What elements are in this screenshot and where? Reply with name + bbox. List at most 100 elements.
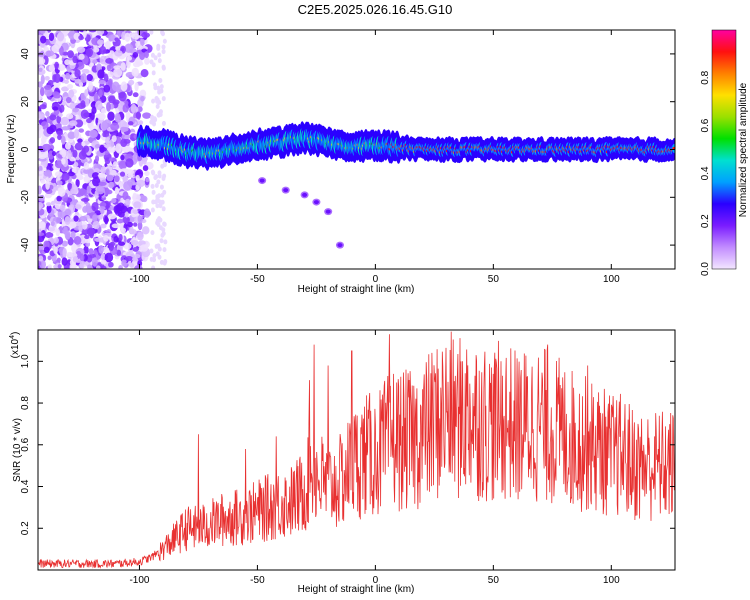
- heatmap-cell: [133, 201, 142, 209]
- heatmap-cell: [130, 103, 137, 114]
- heatmap-cell: [104, 189, 113, 195]
- heatmap-cell: [74, 78, 82, 84]
- heatmap-cell: [313, 200, 319, 205]
- heatmap-cell: [136, 179, 145, 188]
- heatmap-cell: [47, 79, 54, 86]
- heatmap-x-axis-label: Height of straight line (km): [298, 284, 415, 295]
- snr-x-tick-label: -50: [250, 575, 265, 586]
- heatmap-cell: [159, 259, 164, 265]
- heatmap-cell: [137, 221, 143, 231]
- heatmap-cell: [123, 138, 131, 144]
- heatmap-cell: [92, 59, 98, 64]
- heatmap-cell: [101, 120, 108, 131]
- heatmap-cell: [54, 61, 59, 70]
- heatmap-cell: [118, 91, 127, 102]
- heatmap-cell: [61, 172, 70, 181]
- heatmap-cell: [129, 263, 135, 268]
- snr-y-ticks: 0.2 0.4 0.6 0.8 1.0: [20, 354, 675, 535]
- heatmap-cell: [38, 170, 44, 180]
- heatmap-cell: [157, 173, 162, 179]
- heatmap-cell: [91, 106, 97, 115]
- heatmap-cell: [161, 227, 166, 233]
- heatmap-cell: [67, 221, 77, 229]
- heatmap-cell: [40, 74, 45, 85]
- heatmap-cell: [120, 154, 125, 161]
- heatmap-cell: [61, 86, 69, 92]
- heatmap-cell: [80, 109, 89, 120]
- snr-y-multiplier: (x104): [9, 332, 21, 359]
- heatmap-cell: [100, 223, 107, 229]
- heatmap-cell: [259, 178, 265, 183]
- heatmap-cell: [108, 50, 115, 59]
- heatmap-cell: [57, 187, 66, 197]
- snr-x-tick-label: -100: [129, 575, 149, 586]
- heatmap-cell: [108, 157, 117, 162]
- heatmap-cell: [137, 260, 143, 267]
- heatmap-cell: [44, 84, 52, 91]
- heatmap-cell: [97, 69, 105, 80]
- heatmap-cell: [111, 81, 120, 92]
- heatmap-cell: [117, 211, 125, 218]
- heatmap-cell: [72, 107, 80, 113]
- heatmap-cell: [123, 181, 132, 191]
- heatmap-cell: [45, 111, 50, 117]
- heatmap-cell: [122, 146, 131, 153]
- heatmap-cell: [118, 160, 128, 170]
- heatmap-cell: [51, 91, 60, 96]
- heatmap-cell: [99, 147, 107, 152]
- heatmap-cell: [87, 264, 93, 269]
- heatmap-cell: [158, 203, 163, 209]
- heatmap-cell: [151, 199, 156, 205]
- heatmap-cell: [161, 44, 166, 50]
- heatmap-cell: [92, 220, 100, 230]
- heatmap-cell: [99, 55, 108, 65]
- heatmap-cell: [57, 32, 65, 42]
- heatmap-cell: [72, 256, 79, 263]
- heatmap-cell: [143, 208, 151, 218]
- heatmap-cell: [103, 73, 109, 83]
- heatmap-cell: [76, 61, 85, 70]
- heatmap-cell: [152, 253, 157, 259]
- snr-x-ticks: -100 -50 0 50 100: [129, 330, 620, 586]
- heatmap-cell: [67, 182, 72, 190]
- heatmap-cell: [73, 236, 82, 245]
- heatmap-cell: [105, 136, 111, 145]
- heatmap-cell: [156, 179, 161, 185]
- heatmap-cell: [132, 61, 141, 68]
- heatmap-cell: [74, 119, 84, 128]
- heatmap-cell: [79, 261, 85, 269]
- heatmap-cell: [144, 51, 149, 59]
- heatmap-cell: [98, 181, 107, 186]
- heatmap-cell: [61, 157, 66, 165]
- heatmap-cell: [114, 175, 120, 183]
- heatmap-cell: [58, 112, 63, 118]
- heatmap-cell: [302, 192, 308, 197]
- heatmap-cell: [133, 222, 138, 227]
- heatmap-cell: [57, 134, 62, 141]
- heatmap-cell: [73, 215, 79, 222]
- heatmap-cell: [105, 57, 114, 64]
- heatmap-cell: [127, 121, 134, 126]
- heatmap-cell: [56, 115, 62, 124]
- heatmap-cell: [107, 71, 114, 78]
- heatmap-cell: [155, 220, 160, 226]
- heatmap-cell: [64, 215, 71, 226]
- heatmap-cell: [86, 227, 95, 237]
- heatmap-cell: [40, 35, 47, 44]
- colorbar-tick-label: 0.8: [700, 70, 711, 84]
- heatmap-plot: -100 -50 0 50 100 -40 -20 0 20 40 Height of stra…: [6, 29, 676, 295]
- heatmap-x-tick-label: 0: [373, 274, 379, 285]
- heatmap-cell: [115, 46, 121, 51]
- heatmap-cell: [108, 261, 114, 268]
- heatmap-cell: [114, 186, 119, 195]
- heatmap-cell: [81, 68, 90, 74]
- heatmap-cell: [43, 246, 50, 254]
- heatmap-cell: [61, 136, 66, 145]
- heatmap-x-tick-label: -100: [129, 274, 149, 285]
- heatmap-cell: [155, 203, 160, 209]
- heatmap-cell: [78, 34, 85, 41]
- heatmap-cell: [131, 67, 139, 77]
- heatmap-cell: [111, 198, 117, 204]
- heatmap-cell: [114, 115, 122, 123]
- colorbar-gradient: [711, 29, 737, 270]
